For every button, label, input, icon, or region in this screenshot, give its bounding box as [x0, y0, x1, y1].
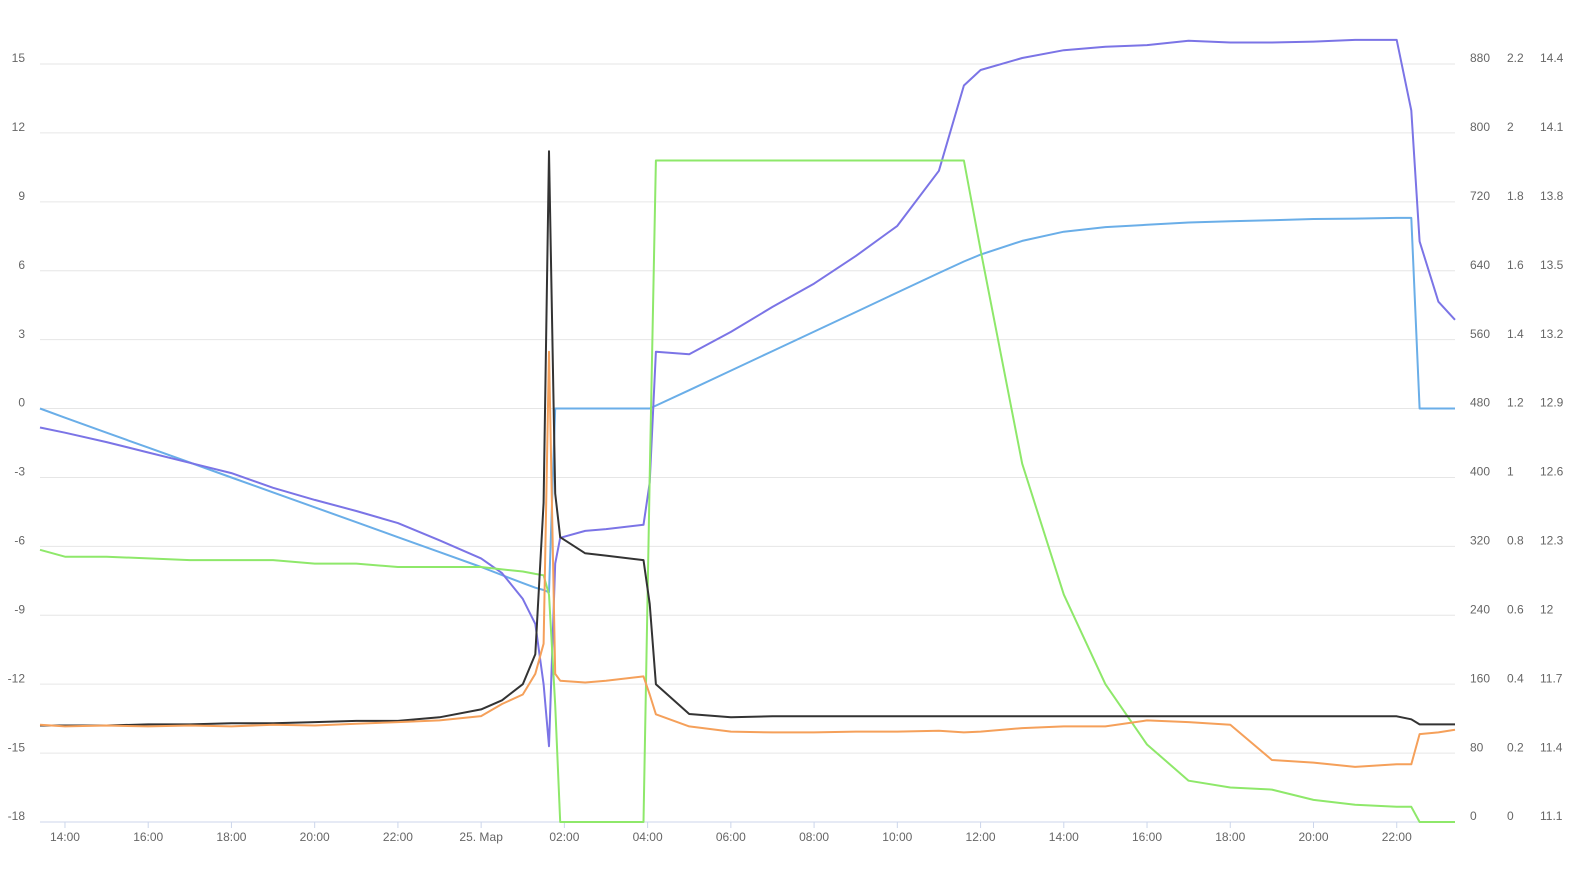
y-tick-label: 0 — [18, 396, 25, 410]
y4-tick-label: 11.4 — [1540, 740, 1563, 754]
x-tick-label: 22:00 — [383, 830, 413, 844]
y2-tick-label: 800 — [1470, 120, 1490, 134]
x-tick-label: 22:00 — [1382, 830, 1412, 844]
x-tick-label: 20:00 — [1298, 830, 1328, 844]
x-tick-label: 20:00 — [300, 830, 330, 844]
y2-tick-label: 720 — [1470, 189, 1490, 203]
y2-tick-label: 640 — [1470, 258, 1490, 272]
series-line — [39, 159, 1455, 823]
y2-tick-label: 480 — [1470, 396, 1490, 410]
y4-tick-label: 12.3 — [1540, 534, 1564, 548]
y3-tick-label: 1.2 — [1507, 396, 1524, 410]
series-line — [39, 350, 1456, 768]
series-line — [40, 150, 1455, 727]
y3-tick-label: 1 — [1507, 465, 1514, 479]
y-tick-label: 3 — [18, 327, 25, 341]
x-tick-label: 25. Мар — [459, 830, 503, 844]
x-tick-label: 12:00 — [966, 830, 996, 844]
y2-tick-label: 400 — [1470, 465, 1490, 479]
y-tick-label: -6 — [14, 534, 25, 548]
y4-tick-label: 11.7 — [1540, 671, 1563, 685]
y-tick-label: -3 — [14, 465, 25, 479]
y4-tick-label: 14.1 — [1540, 120, 1564, 134]
y4-tick-label: 14.4 — [1540, 51, 1564, 65]
y3-tick-label: 0.8 — [1507, 534, 1524, 548]
y3-tick-label: 1.4 — [1507, 327, 1524, 341]
x-tick-label: 18:00 — [1215, 830, 1245, 844]
y2-tick-label: 560 — [1470, 327, 1490, 341]
x-tick-label: 10:00 — [882, 830, 912, 844]
series-line — [39, 38, 1456, 748]
y3-tick-label: 0.2 — [1507, 740, 1524, 754]
x-tick-label: 16:00 — [133, 830, 163, 844]
y2-tick-label: 320 — [1470, 534, 1490, 548]
y2-tick-label: 880 — [1470, 51, 1490, 65]
y4-tick-label: 12.9 — [1540, 396, 1564, 410]
y3-tick-label: 0.4 — [1507, 671, 1524, 685]
series-line — [39, 216, 1455, 594]
y3-tick-label: 2 — [1507, 120, 1514, 134]
y4-tick-label: 11.1 — [1540, 809, 1563, 823]
y3-tick-label: 0 — [1507, 809, 1514, 823]
y2-tick-label: 80 — [1470, 740, 1484, 754]
y2-tick-label: 160 — [1470, 671, 1490, 685]
y3-tick-label: 1.8 — [1507, 189, 1524, 203]
y-tick-label: -18 — [8, 809, 26, 823]
y-tick-label: 12 — [12, 120, 26, 134]
y-tick-label: 6 — [18, 258, 25, 272]
y-tick-label: -12 — [8, 671, 26, 685]
y4-tick-label: 13.2 — [1540, 327, 1564, 341]
x-tick-label: 06:00 — [716, 830, 746, 844]
y-tick-label: -9 — [14, 602, 25, 616]
y3-tick-label: 0.6 — [1507, 602, 1524, 616]
y2-tick-label: 240 — [1470, 602, 1490, 616]
x-tick-label: 04:00 — [633, 830, 663, 844]
x-tick-label: 14:00 — [50, 830, 80, 844]
x-tick-label: 18:00 — [216, 830, 246, 844]
y4-tick-label: 13.8 — [1540, 189, 1564, 203]
y4-tick-label: 12.6 — [1540, 465, 1564, 479]
y3-tick-label: 1.6 — [1507, 258, 1524, 272]
y3-tick-label: 2.2 — [1507, 51, 1524, 65]
y2-tick-label: 0 — [1470, 809, 1477, 823]
y4-tick-label: 12 — [1540, 602, 1554, 616]
y-tick-label: 9 — [18, 189, 25, 203]
y-tick-label: -15 — [8, 740, 26, 754]
x-tick-label: 02:00 — [549, 830, 579, 844]
x-tick-label: 08:00 — [799, 830, 829, 844]
x-tick-label: 14:00 — [1049, 830, 1079, 844]
y-tick-label: 15 — [12, 51, 26, 65]
x-tick-label: 16:00 — [1132, 830, 1162, 844]
y4-tick-label: 13.5 — [1540, 258, 1564, 272]
